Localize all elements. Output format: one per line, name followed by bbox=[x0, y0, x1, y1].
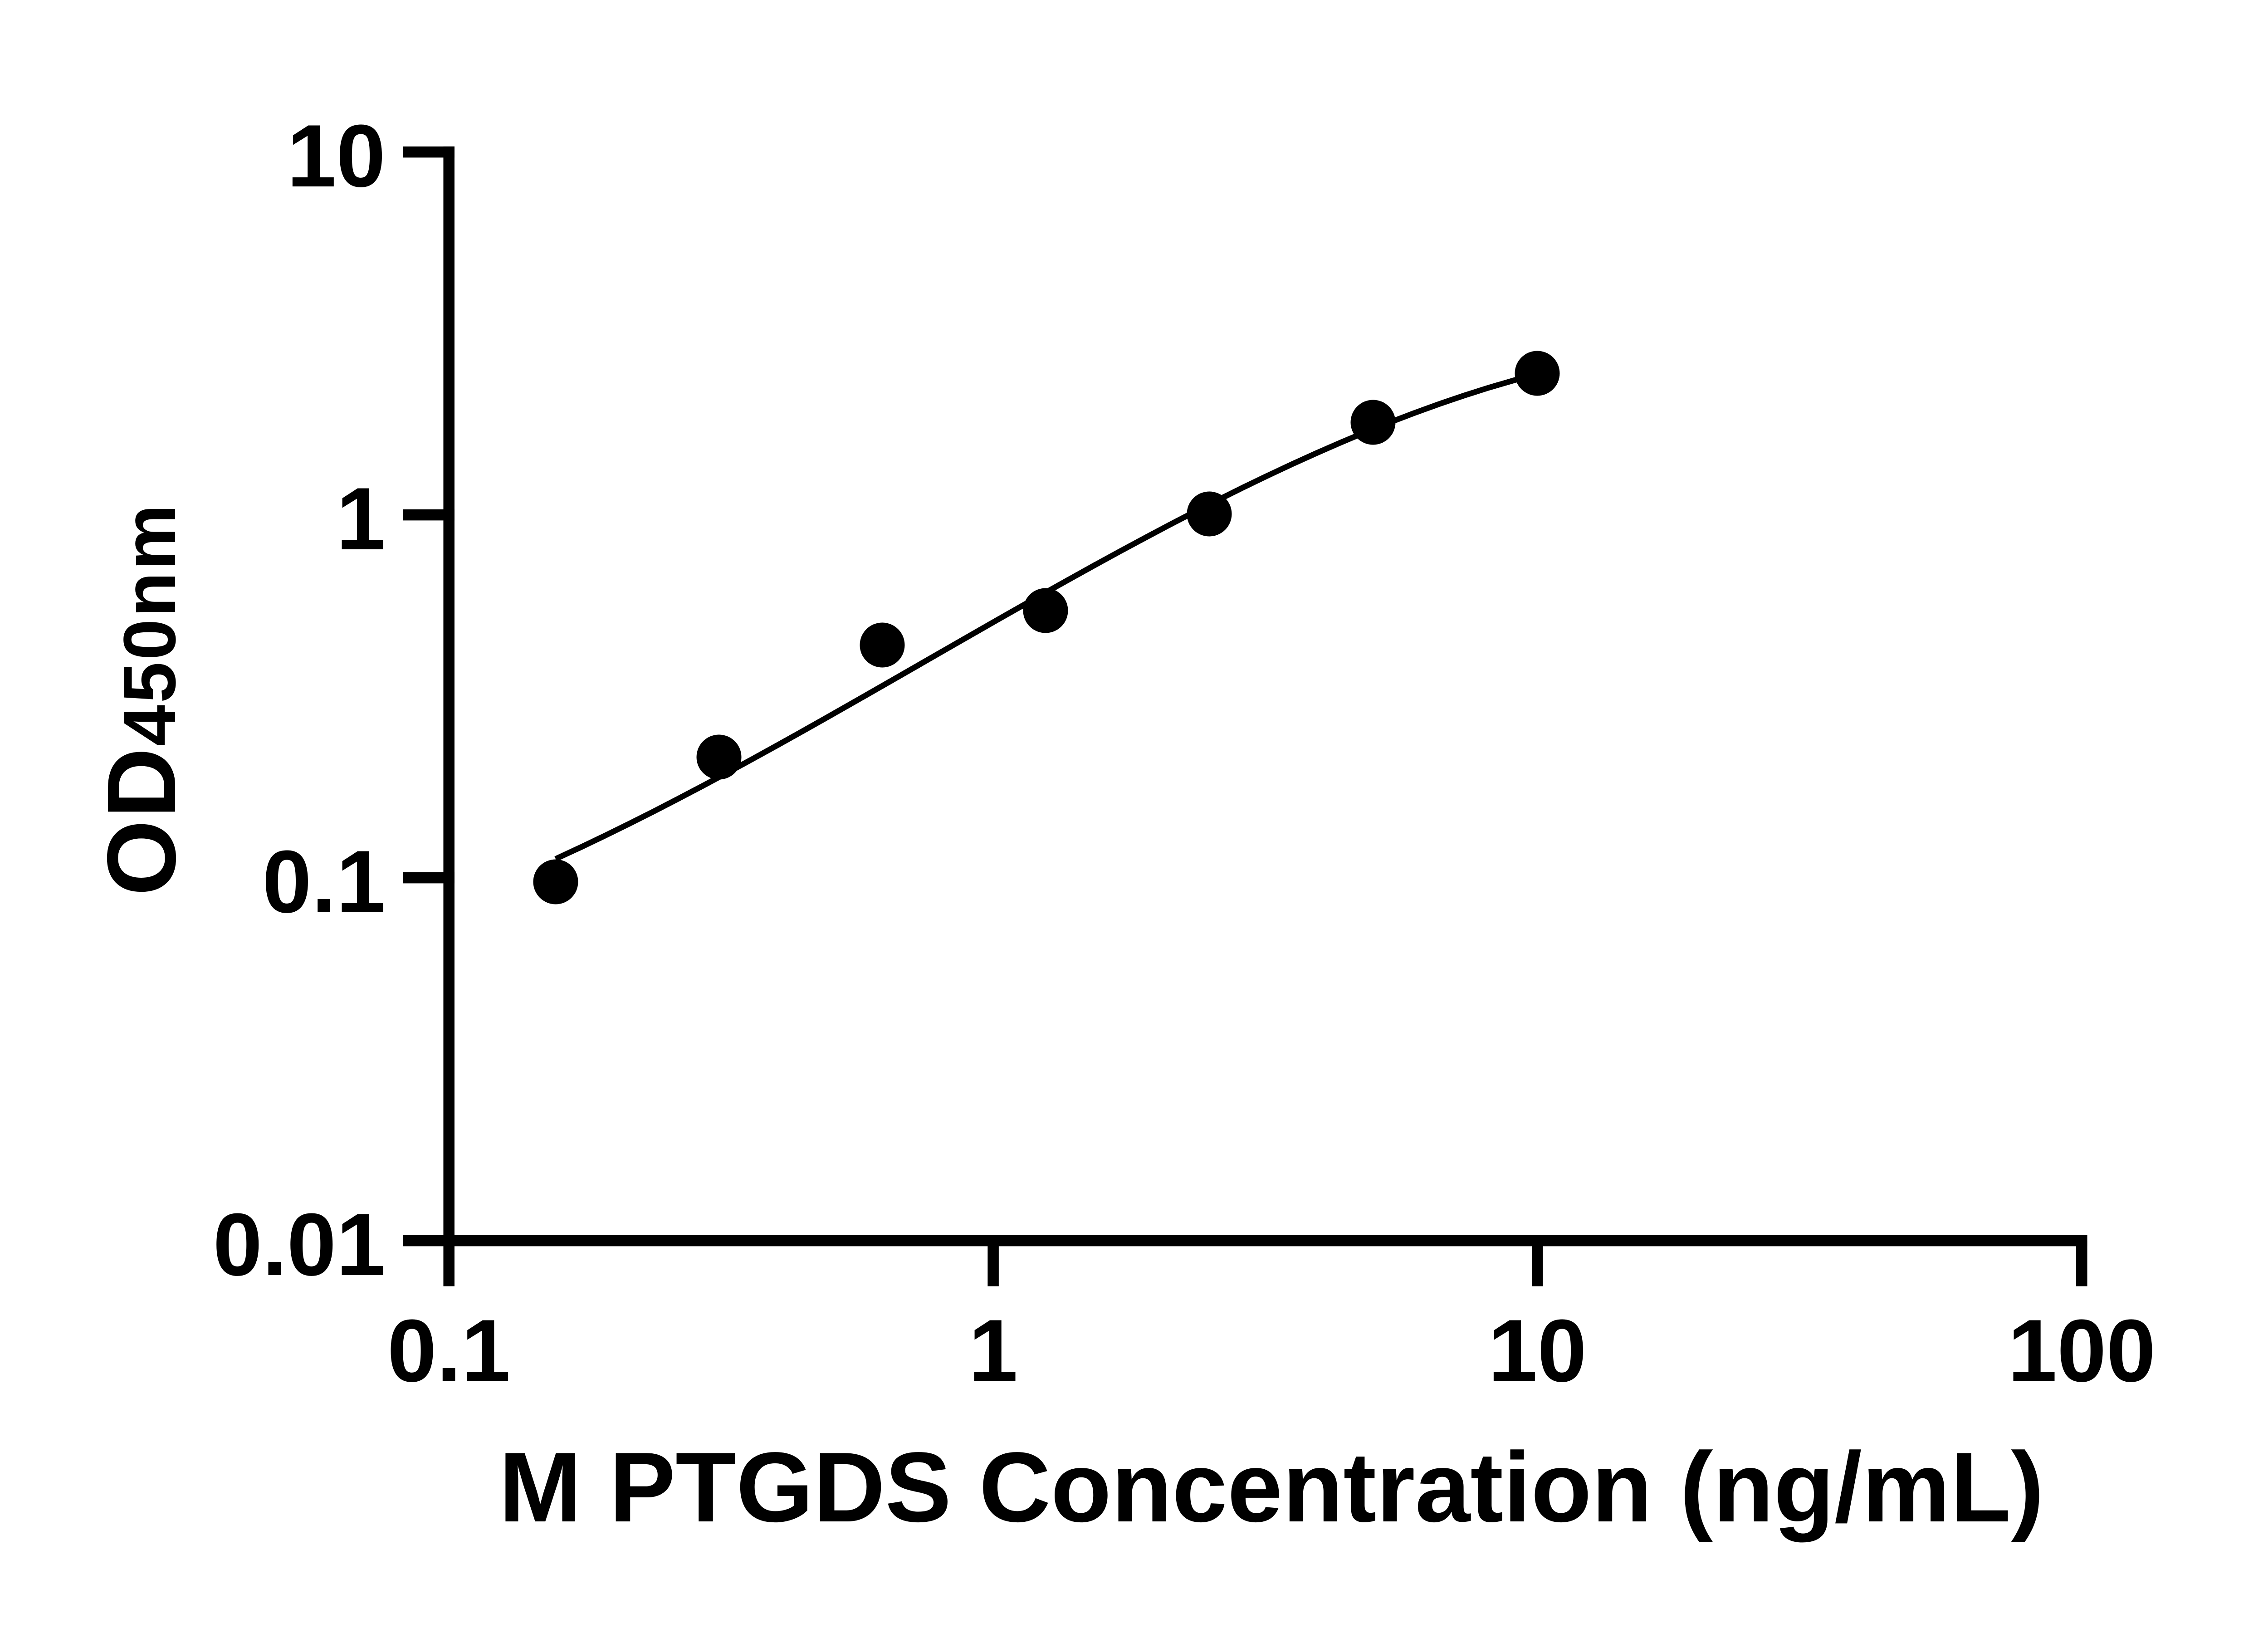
svg-text:OD450nm: OD450nm bbox=[87, 503, 196, 896]
svg-text:100: 100 bbox=[2008, 1301, 2156, 1400]
svg-text:0.1: 0.1 bbox=[262, 832, 386, 931]
svg-text:10: 10 bbox=[1488, 1301, 1587, 1400]
svg-text:1: 1 bbox=[336, 469, 386, 568]
svg-text:M PTGDS Concentration (ng/mL): M PTGDS Concentration (ng/mL) bbox=[499, 1432, 2044, 1543]
svg-text:1: 1 bbox=[968, 1301, 1018, 1400]
svg-text:0.01: 0.01 bbox=[213, 1195, 386, 1294]
svg-text:0.1: 0.1 bbox=[387, 1301, 511, 1400]
svg-text:10: 10 bbox=[287, 107, 386, 205]
